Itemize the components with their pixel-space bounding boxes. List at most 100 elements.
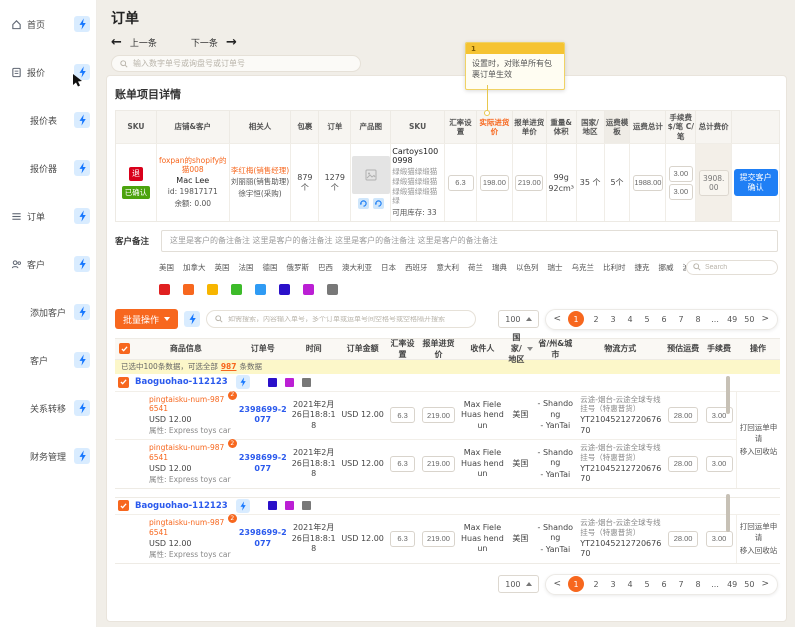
move-recycle-action[interactable]: 移入回收站 — [739, 546, 778, 556]
group-color-magenta[interactable] — [284, 501, 294, 511]
prev-page-button[interactable]: < — [553, 579, 562, 590]
page-number[interactable]: 4 — [627, 314, 633, 324]
page-number[interactable]: 8 — [695, 314, 701, 324]
country-tag[interactable]: 澳大利亚 — [342, 262, 372, 272]
country-tag[interactable]: 捷克 — [634, 262, 650, 272]
sidebar-item-quote-tool[interactable]: 报价器 — [0, 144, 96, 192]
select-all-link[interactable]: 987 — [220, 362, 237, 372]
page-number[interactable]: 7 — [678, 314, 684, 324]
product-sku-link[interactable]: pingtaisku-num-9876541 2 — [149, 439, 237, 463]
page-number[interactable]: 49 — [727, 579, 738, 589]
group-checkbox[interactable] — [118, 500, 129, 512]
country-search-box[interactable] — [686, 259, 778, 275]
color-swatch-gray[interactable] — [327, 283, 338, 295]
bolt-icon[interactable] — [74, 112, 90, 128]
bolt-icon[interactable] — [184, 311, 201, 328]
row-fee-input[interactable] — [705, 455, 733, 472]
bolt-icon[interactable] — [74, 448, 90, 464]
row-fee-input[interactable] — [705, 530, 733, 547]
sidebar-item-quote-table[interactable]: 报价表 — [0, 96, 96, 144]
color-swatch-green[interactable] — [231, 283, 242, 295]
col-freight-template[interactable]: 运费模板 — [603, 111, 630, 144]
page-number[interactable]: 3 — [610, 579, 616, 589]
declared-price-input[interactable] — [515, 174, 544, 191]
sidebar-item-relation-transfer[interactable]: 关系转移 — [0, 384, 96, 432]
group-color-gray[interactable] — [301, 377, 311, 387]
page-number[interactable]: 49 — [727, 314, 738, 324]
country-tag[interactable]: 法国 — [238, 262, 254, 272]
sidebar-item-customer[interactable]: 客户 — [0, 336, 96, 384]
bolt-icon[interactable] — [74, 208, 90, 224]
color-swatch-orange[interactable] — [183, 283, 194, 295]
page-number[interactable]: 8 — [695, 579, 701, 589]
country-tag[interactable]: 西班牙 — [405, 262, 428, 272]
bolt-icon[interactable] — [74, 352, 90, 368]
fee-cny-input[interactable] — [668, 183, 693, 200]
group-color-indigo[interactable] — [267, 377, 277, 387]
page-number[interactable]: 6 — [661, 579, 667, 589]
country-tag[interactable]: 美国 — [159, 262, 174, 272]
country-tag[interactable]: 波兰 — [683, 262, 687, 273]
bolt-icon[interactable] — [74, 256, 90, 272]
color-swatch-blue[interactable] — [255, 283, 266, 295]
est-shipping-input[interactable] — [667, 407, 699, 424]
bolt-icon[interactable] — [74, 304, 90, 320]
sidebar-item-orders[interactable]: 订单 — [0, 192, 96, 240]
shipping-total-input[interactable] — [633, 174, 663, 191]
est-shipping-input[interactable] — [667, 455, 699, 472]
country-tag[interactable]: 乌克兰 — [571, 262, 595, 272]
next-button[interactable]: 下一条 — [190, 39, 218, 49]
prev-button[interactable]: 上一条 — [129, 39, 157, 49]
country-tag[interactable]: 瑞典 — [492, 262, 507, 272]
row-declared-input[interactable] — [422, 530, 455, 547]
page-number[interactable]: 3 — [610, 314, 616, 324]
row-declared-input[interactable] — [422, 455, 455, 472]
row-fee-input[interactable] — [705, 407, 733, 424]
color-swatch-magenta[interactable] — [303, 283, 314, 295]
reject-waybill-action[interactable]: 打回运单申请 — [739, 423, 778, 444]
page-number[interactable]: 5 — [644, 579, 650, 589]
page-number[interactable]: 7 — [678, 579, 684, 589]
group-checkbox[interactable] — [118, 376, 129, 388]
order-search-input[interactable] — [133, 59, 352, 68]
order-search-box[interactable] — [111, 55, 361, 72]
next-page-button[interactable]: > — [761, 314, 769, 325]
select-all-checkbox[interactable] — [119, 343, 131, 355]
est-shipping-input[interactable] — [667, 530, 699, 547]
next-page-button[interactable]: > — [761, 579, 769, 590]
order-number-link[interactable]: 2398699-2077 — [238, 528, 287, 548]
row-actions[interactable]: 打回运单申请 移入回收站 — [736, 391, 780, 488]
next-arrow-icon[interactable]: → — [225, 35, 237, 50]
country-tag[interactable]: 瑞士 — [547, 262, 563, 272]
actual-price-input[interactable] — [479, 174, 510, 191]
reject-waybill-action[interactable]: 打回运单申请 — [739, 522, 778, 543]
page-number[interactable]: 1 — [568, 576, 585, 593]
country-tag[interactable]: 德国 — [262, 262, 278, 272]
thumb-action-icon[interactable] — [372, 198, 384, 209]
country-tag[interactable]: 荷兰 — [468, 262, 483, 272]
shop-link[interactable]: foxpan的shopify的猫008 — [158, 156, 227, 175]
product-sku-link[interactable]: pingtaisku-num-9876541 2 — [149, 390, 237, 415]
sidebar-item-home[interactable]: 首页 — [0, 0, 96, 48]
submit-confirm-button[interactable]: 提交客户确认 — [733, 168, 778, 197]
row-exchange-input[interactable] — [389, 455, 416, 472]
table-search-input[interactable] — [228, 315, 468, 323]
page-size-select[interactable]: 100 — [498, 575, 539, 594]
thumb-action-icon[interactable] — [357, 198, 369, 209]
order-number-link[interactable]: 2398699-2077 — [238, 453, 287, 473]
package-number-link[interactable]: Baoguohao-112123 — [135, 377, 228, 388]
bolt-icon[interactable] — [235, 498, 250, 513]
color-swatch-indigo[interactable] — [279, 283, 290, 295]
country-tag[interactable]: 以色列 — [516, 262, 539, 272]
row-exchange-input[interactable] — [389, 530, 416, 547]
bolt-icon[interactable] — [74, 400, 90, 416]
table-search-box[interactable] — [206, 310, 477, 329]
page-number[interactable]: 4 — [627, 579, 633, 589]
country-tag[interactable]: 俄罗斯 — [286, 262, 310, 272]
country-tag[interactable]: 英国 — [214, 262, 230, 272]
color-swatch-amber[interactable] — [207, 283, 218, 295]
country-tag[interactable]: 巴西 — [318, 262, 333, 272]
order-number-link[interactable]: 2398699-2077 — [238, 404, 287, 425]
color-swatch-red[interactable] — [159, 283, 170, 295]
bolt-icon[interactable] — [74, 160, 90, 176]
